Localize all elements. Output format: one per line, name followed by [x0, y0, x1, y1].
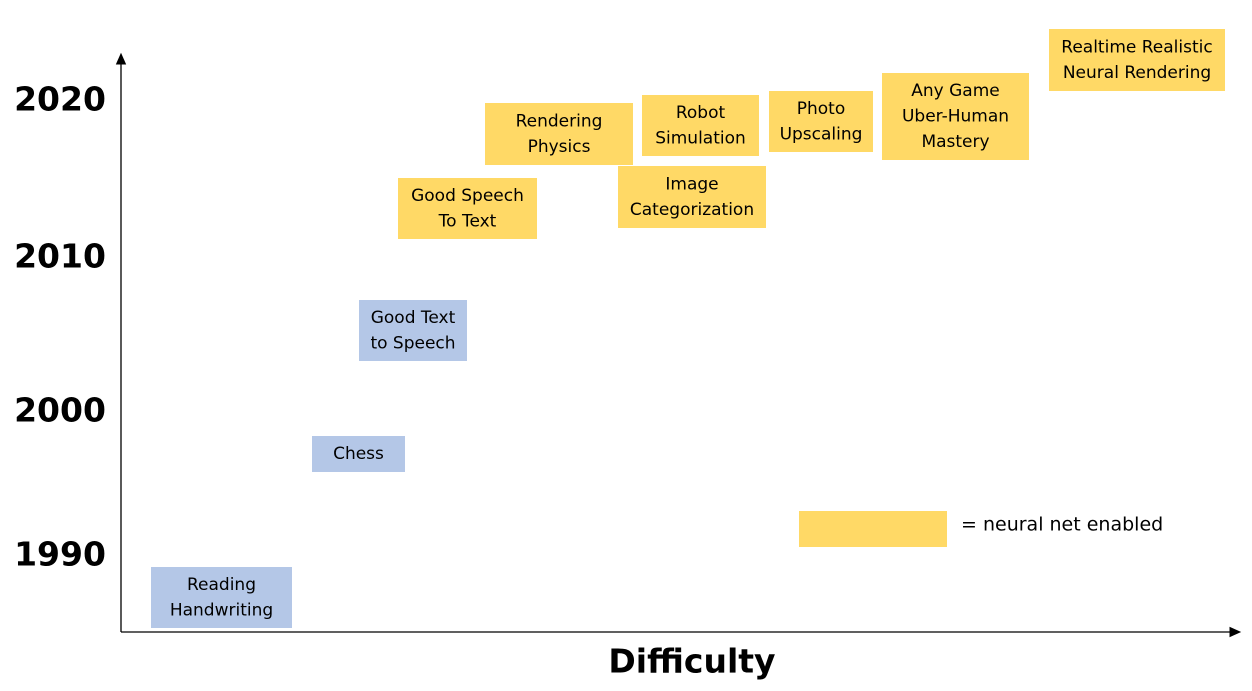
- node-box: [151, 567, 292, 628]
- node-label: Rendering: [516, 111, 603, 131]
- year-label: 2010: [14, 237, 106, 276]
- node-label: Uber-Human: [902, 107, 1009, 127]
- node-box: [882, 73, 1029, 160]
- node-label: Photo: [797, 99, 846, 119]
- node-label: Any Game: [911, 81, 999, 101]
- node-label: Neural Rendering: [1063, 63, 1211, 83]
- node-box: [485, 103, 633, 165]
- year-label: 2000: [14, 391, 106, 430]
- year-label: 1990: [14, 535, 106, 574]
- legend-swatch: [799, 511, 947, 547]
- node-label: Chess: [333, 444, 384, 464]
- year-label: 2020: [14, 80, 106, 119]
- node-box: [398, 178, 537, 239]
- node-label: Upscaling: [780, 124, 863, 144]
- node-box: [642, 95, 759, 156]
- node-label: Reading: [187, 575, 256, 595]
- node-box: [1049, 29, 1225, 91]
- legend-label: = neural net enabled: [961, 514, 1163, 536]
- node-label: Good Text: [371, 308, 456, 328]
- node-label: Robot: [676, 103, 726, 123]
- node-label: To Text: [438, 211, 497, 231]
- node-label: Handwriting: [170, 600, 273, 620]
- node-label: Mastery: [921, 132, 989, 152]
- x-axis-label: Difficulty: [608, 642, 775, 681]
- node-box: [769, 91, 873, 152]
- node-label: Physics: [528, 137, 591, 157]
- node-box: [618, 166, 766, 228]
- node-label: Good Speech: [411, 186, 524, 206]
- node-label: Realtime Realistic: [1061, 37, 1212, 57]
- node-box: [359, 300, 467, 361]
- node-box: [312, 436, 405, 472]
- node-label: to Speech: [370, 333, 455, 353]
- node-label: Categorization: [630, 200, 754, 220]
- node-label: Image: [665, 174, 718, 194]
- node-label: Simulation: [655, 128, 746, 148]
